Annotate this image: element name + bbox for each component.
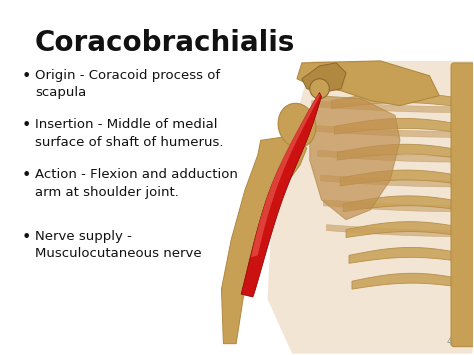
Text: •: • — [21, 119, 31, 133]
Text: Insertion - Middle of medial
surface of shaft of humerus.: Insertion - Middle of medial surface of … — [35, 119, 224, 149]
Text: Origin - Coracoid process of
scapula: Origin - Coracoid process of scapula — [35, 69, 220, 99]
Polygon shape — [346, 222, 473, 237]
Polygon shape — [340, 170, 473, 186]
FancyBboxPatch shape — [451, 63, 474, 347]
Polygon shape — [267, 61, 473, 354]
Polygon shape — [302, 63, 346, 93]
Polygon shape — [221, 135, 307, 344]
Text: •: • — [21, 230, 31, 245]
Text: Coracobrachialis: Coracobrachialis — [34, 29, 295, 57]
Polygon shape — [349, 247, 473, 263]
Text: Nerve supply -
Musculocutaneous nerve: Nerve supply - Musculocutaneous nerve — [35, 230, 201, 260]
Polygon shape — [331, 93, 473, 109]
Polygon shape — [241, 93, 321, 297]
Polygon shape — [323, 200, 457, 212]
Polygon shape — [310, 95, 400, 220]
Polygon shape — [327, 225, 457, 236]
Polygon shape — [315, 125, 457, 137]
Polygon shape — [352, 273, 473, 289]
Circle shape — [310, 79, 329, 99]
Polygon shape — [337, 144, 473, 160]
Text: 40: 40 — [447, 337, 459, 347]
Polygon shape — [343, 196, 473, 212]
Polygon shape — [334, 119, 473, 134]
Text: Action - Flexion and adduction
arm at shoulder joint.: Action - Flexion and adduction arm at sh… — [35, 168, 238, 198]
Polygon shape — [320, 175, 457, 187]
Text: •: • — [21, 168, 31, 183]
Polygon shape — [318, 150, 457, 162]
Polygon shape — [297, 61, 439, 105]
Polygon shape — [312, 100, 457, 113]
Text: •: • — [21, 69, 31, 84]
Polygon shape — [251, 94, 320, 257]
Ellipse shape — [278, 103, 316, 148]
